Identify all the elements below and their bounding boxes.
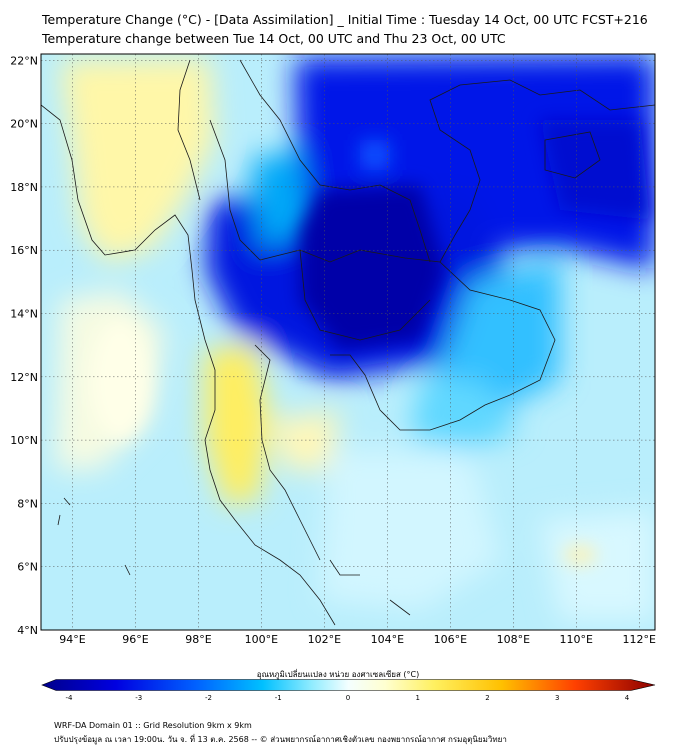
colorbar-ticks: -4 -3 -2 -1 0 1 2 3 4	[66, 694, 630, 702]
longitude-label: 106°E	[434, 633, 467, 646]
colorbar: -4 -3 -2 -1 0 1 2 3 4	[41, 679, 656, 702]
longitude-label: 100°E	[245, 633, 278, 646]
colorbar-label: อุณหภูมิเปลี่ยนแปลง หน่วย องศาเซลเซียส (…	[256, 670, 420, 679]
latitude-label: 20°N	[10, 118, 38, 131]
map-subtitle: Temperature change between Tue 14 Oct, 0…	[42, 31, 506, 46]
longitude-label: 112°E	[623, 633, 656, 646]
colorbar-tick-label: 1	[416, 694, 420, 702]
latitude-label: 6°N	[17, 561, 38, 574]
latitude-label: 22°N	[10, 54, 38, 67]
model-info: WRF-DA Domain 01 :: Grid Resolution 9km …	[54, 721, 252, 730]
latitude-label: 4°N	[17, 624, 38, 637]
latitude-label: 14°N	[10, 308, 38, 321]
latitude-label: 12°N	[10, 371, 38, 384]
colorbar-tick-label: 0	[346, 694, 350, 702]
colorbar-tick-label: -2	[205, 694, 212, 702]
latitude-label: 10°N	[10, 434, 38, 447]
colorbar-tick-label: 3	[555, 694, 559, 702]
coastlines	[41, 59, 655, 626]
colorbar-tick-label: 4	[625, 694, 630, 702]
longitude-tick-labels: 94°E 96°E 98°E 100°E 102°E 104°E 106°E 108°E 110…	[59, 633, 656, 646]
colorbar-tick-label: -1	[275, 694, 282, 702]
latitude-label: 18°N	[10, 181, 38, 194]
temperature-field	[41, 54, 655, 630]
longitude-label: 94°E	[59, 633, 85, 646]
credit-line: ปรับปรุงข้อมูล ณ เวลา 19:00น. วัน จ. ที่…	[54, 735, 507, 744]
longitude-label: 102°E	[308, 633, 341, 646]
colorbar-gradient	[41, 679, 656, 691]
latitude-tick-labels: 4°N 6°N 8°N 10°N 12°N 14°N 16°N 18°N 20°N 22°N	[10, 54, 38, 637]
longitude-label: 108°E	[497, 633, 530, 646]
longitude-label: 104°E	[371, 633, 404, 646]
colorbar-tick-label: -4	[66, 694, 74, 702]
graticule	[41, 54, 655, 630]
longitude-label: 110°E	[560, 633, 593, 646]
colorbar-tick-label: 2	[485, 694, 489, 702]
longitude-label: 98°E	[185, 633, 211, 646]
latitude-label: 8°N	[17, 497, 38, 510]
latitude-label: 16°N	[10, 244, 38, 257]
map-title: Temperature Change (°C) - [Data Assimila…	[42, 12, 648, 27]
map-frame	[40, 53, 656, 631]
longitude-label: 96°E	[122, 633, 148, 646]
colorbar-tick-label: -3	[135, 694, 142, 702]
